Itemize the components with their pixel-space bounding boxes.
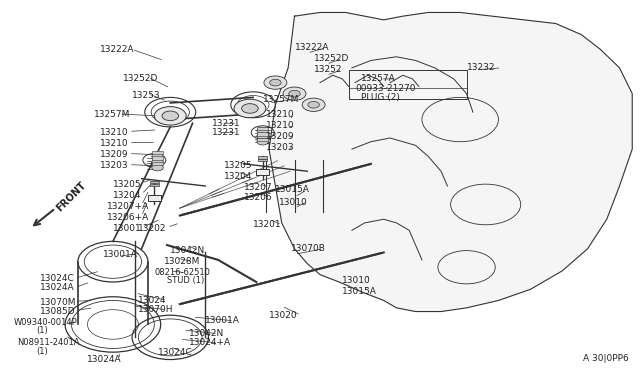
Text: 13206: 13206	[244, 193, 272, 202]
Text: 08216-62510: 08216-62510	[154, 268, 210, 277]
Text: 13207+A: 13207+A	[106, 202, 148, 211]
Text: 00933-21270: 00933-21270	[355, 84, 415, 93]
Text: 13210: 13210	[266, 121, 294, 129]
Bar	[150, 181, 159, 183]
Circle shape	[269, 79, 281, 86]
Text: 13024: 13024	[138, 296, 167, 305]
Text: 13232: 13232	[467, 63, 495, 72]
Circle shape	[234, 99, 266, 118]
Bar	[152, 162, 163, 165]
Bar	[256, 169, 269, 175]
Text: 13209: 13209	[266, 132, 294, 141]
Text: 13257A: 13257A	[362, 74, 396, 83]
Bar	[258, 159, 267, 161]
Bar	[257, 138, 268, 141]
Text: 13024C: 13024C	[157, 348, 192, 357]
Text: 13257M: 13257M	[94, 109, 130, 119]
Text: 13257M: 13257M	[262, 95, 299, 104]
Circle shape	[152, 164, 163, 171]
Text: 13070M: 13070M	[40, 298, 76, 307]
Circle shape	[257, 133, 268, 140]
Text: 13231: 13231	[212, 119, 240, 128]
Text: 13010: 13010	[342, 276, 371, 285]
Text: 13210: 13210	[100, 128, 129, 137]
Text: 13201: 13201	[253, 220, 282, 229]
Text: STUD (1): STUD (1)	[167, 276, 204, 285]
Circle shape	[152, 153, 163, 160]
Circle shape	[152, 159, 163, 165]
Bar	[152, 151, 163, 154]
Bar	[152, 157, 163, 160]
Text: 13253: 13253	[132, 91, 161, 100]
Text: 13042N: 13042N	[170, 246, 205, 255]
Text: 13206+A: 13206+A	[106, 213, 148, 222]
Text: 13210: 13210	[100, 139, 129, 148]
Text: A 30|0PP6: A 30|0PP6	[583, 354, 629, 363]
Text: 13231: 13231	[212, 128, 240, 137]
Text: 13205: 13205	[225, 161, 253, 170]
Text: 13015A: 13015A	[342, 287, 377, 296]
Text: 13001A: 13001A	[205, 316, 240, 325]
Text: 13204: 13204	[113, 191, 141, 200]
Text: 13070H: 13070H	[138, 305, 174, 314]
Text: 13020: 13020	[269, 311, 298, 320]
Circle shape	[257, 127, 268, 134]
Bar	[150, 184, 159, 186]
Bar	[257, 132, 268, 136]
Text: W09340-0014P: W09340-0014P	[14, 318, 78, 327]
Circle shape	[308, 102, 319, 108]
Text: 13205: 13205	[113, 180, 141, 189]
Circle shape	[283, 87, 306, 100]
Text: 13024+A: 13024+A	[189, 339, 232, 347]
Text: 13207: 13207	[244, 183, 272, 192]
Text: 13024C: 13024C	[40, 274, 74, 283]
Bar	[257, 127, 268, 130]
Text: 13203: 13203	[100, 161, 129, 170]
Text: 13024A: 13024A	[40, 283, 74, 292]
Text: 13010: 13010	[278, 198, 307, 207]
Text: PLUG (2): PLUG (2)	[362, 93, 400, 102]
Text: FRONT: FRONT	[55, 180, 88, 214]
Text: (1): (1)	[36, 347, 48, 356]
Text: N08911-2401A: N08911-2401A	[17, 339, 80, 347]
Text: (1): (1)	[36, 326, 48, 335]
Circle shape	[242, 104, 258, 113]
Circle shape	[154, 107, 186, 125]
Text: 13024A: 13024A	[88, 355, 122, 364]
Circle shape	[264, 76, 287, 89]
Bar	[258, 157, 267, 159]
Text: 13028M: 13028M	[164, 257, 200, 266]
Text: 13070B: 13070B	[291, 244, 326, 253]
Text: 13001A: 13001A	[103, 250, 138, 259]
Text: 13209: 13209	[100, 150, 129, 159]
Text: 13001: 13001	[113, 224, 141, 233]
Text: 13210: 13210	[266, 109, 294, 119]
Bar	[349, 70, 467, 99]
Text: 13222A: 13222A	[100, 45, 134, 54]
Text: 13252: 13252	[314, 65, 342, 74]
Text: 13015A: 13015A	[275, 185, 310, 194]
Bar	[148, 195, 161, 201]
Circle shape	[289, 90, 300, 97]
Text: 13085D: 13085D	[40, 307, 76, 316]
Text: 13203: 13203	[266, 143, 294, 152]
Circle shape	[302, 98, 325, 112]
Text: 13204: 13204	[225, 172, 253, 181]
Text: 13042N: 13042N	[189, 329, 225, 338]
Text: 13252D: 13252D	[314, 54, 349, 63]
Text: 13222A: 13222A	[294, 43, 329, 52]
Circle shape	[162, 111, 179, 121]
Text: 13202: 13202	[138, 224, 167, 233]
Polygon shape	[269, 13, 632, 311]
Circle shape	[257, 138, 268, 145]
Text: 13252D: 13252D	[122, 74, 158, 83]
